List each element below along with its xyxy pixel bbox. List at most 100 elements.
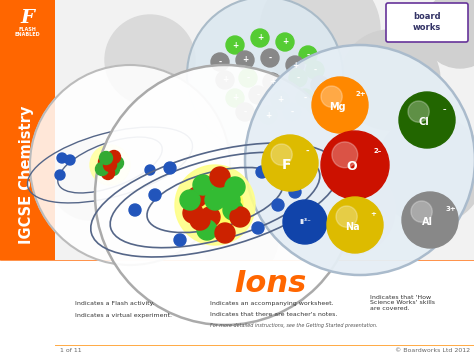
Circle shape	[0, 18, 62, 102]
Circle shape	[187, 0, 343, 153]
Circle shape	[251, 29, 269, 47]
Text: Indicates a Flash activity.: Indicates a Flash activity.	[75, 300, 155, 306]
Circle shape	[299, 46, 317, 64]
Circle shape	[25, 0, 85, 50]
Circle shape	[262, 135, 318, 191]
Circle shape	[271, 144, 292, 165]
Text: -: -	[219, 58, 221, 66]
Circle shape	[57, 153, 67, 163]
Text: O: O	[346, 160, 357, 174]
Circle shape	[256, 166, 268, 178]
Circle shape	[422, 0, 474, 68]
Circle shape	[332, 142, 358, 168]
Text: +: +	[232, 40, 238, 49]
Circle shape	[190, 210, 210, 230]
Circle shape	[99, 155, 111, 169]
Circle shape	[259, 106, 277, 124]
Text: -: -	[244, 108, 246, 116]
Text: +: +	[269, 77, 275, 87]
Circle shape	[340, 160, 420, 240]
FancyBboxPatch shape	[386, 3, 468, 42]
Circle shape	[210, 167, 230, 187]
Circle shape	[100, 152, 112, 164]
Bar	[0, 0, 55, 355]
Circle shape	[145, 165, 155, 175]
Circle shape	[187, 177, 243, 233]
Text: -: -	[306, 50, 310, 60]
Text: -: -	[246, 73, 250, 82]
Text: Cl: Cl	[419, 117, 429, 127]
Circle shape	[101, 166, 115, 180]
Circle shape	[65, 155, 75, 165]
Text: 2–: 2–	[374, 148, 382, 154]
Circle shape	[183, 203, 203, 223]
Text: Mg: Mg	[328, 102, 346, 112]
Circle shape	[205, 190, 225, 210]
Circle shape	[283, 103, 301, 121]
Circle shape	[408, 218, 472, 282]
Text: For more detailed instructions, see the Getting Started presentation.: For more detailed instructions, see the …	[210, 322, 377, 328]
Circle shape	[193, 175, 213, 195]
Circle shape	[286, 56, 304, 74]
Circle shape	[382, 212, 438, 268]
Circle shape	[290, 0, 370, 50]
Circle shape	[108, 151, 120, 164]
Circle shape	[245, 45, 474, 275]
Text: Ions: Ions	[234, 268, 306, 297]
Circle shape	[306, 96, 324, 114]
Circle shape	[321, 131, 389, 199]
Text: board
works: board works	[413, 12, 441, 32]
Text: 2+: 2+	[356, 91, 366, 97]
Text: -: -	[256, 91, 260, 99]
Circle shape	[197, 220, 217, 240]
Circle shape	[172, 0, 228, 33]
Text: +: +	[242, 55, 248, 65]
Circle shape	[340, 30, 440, 130]
Circle shape	[252, 222, 264, 234]
Text: F: F	[282, 158, 292, 172]
Bar	[0, 260, 474, 355]
Circle shape	[180, 190, 200, 210]
Circle shape	[95, 163, 109, 175]
Text: 3+: 3+	[446, 206, 456, 212]
Circle shape	[261, 49, 279, 67]
Text: –: –	[442, 106, 446, 112]
Circle shape	[321, 86, 342, 107]
Text: li³⁻: li³⁻	[299, 219, 311, 225]
Text: +: +	[292, 60, 298, 70]
Circle shape	[223, 200, 243, 220]
Text: Indicates a virtual experiment.: Indicates a virtual experiment.	[75, 312, 172, 317]
Circle shape	[239, 69, 257, 87]
Circle shape	[271, 91, 289, 109]
Circle shape	[85, 0, 155, 45]
Circle shape	[411, 201, 432, 222]
Circle shape	[289, 186, 301, 198]
Circle shape	[187, 187, 207, 207]
Circle shape	[30, 65, 230, 265]
Text: -: -	[291, 108, 293, 116]
Text: Indicates that there are teacher's notes.: Indicates that there are teacher's notes…	[210, 312, 337, 317]
Circle shape	[412, 162, 474, 238]
Text: Al: Al	[421, 217, 432, 227]
Text: -: -	[305, 147, 309, 156]
Circle shape	[107, 163, 119, 175]
Text: FLASH
ENABLED: FLASH ENABLED	[14, 27, 40, 37]
Circle shape	[408, 101, 429, 122]
Circle shape	[260, 0, 380, 90]
Circle shape	[0, 85, 50, 155]
Text: +: +	[277, 95, 283, 104]
Text: +: +	[257, 33, 263, 43]
Text: +: +	[312, 100, 318, 109]
Circle shape	[174, 234, 186, 246]
Circle shape	[164, 162, 176, 174]
Circle shape	[129, 204, 141, 216]
Circle shape	[220, 190, 240, 210]
Circle shape	[425, 65, 474, 135]
Text: +: +	[370, 211, 376, 217]
Circle shape	[226, 36, 244, 54]
Circle shape	[213, 180, 233, 200]
Circle shape	[55, 170, 65, 180]
Text: -: -	[313, 66, 317, 75]
Circle shape	[236, 51, 254, 69]
Circle shape	[202, 202, 278, 278]
